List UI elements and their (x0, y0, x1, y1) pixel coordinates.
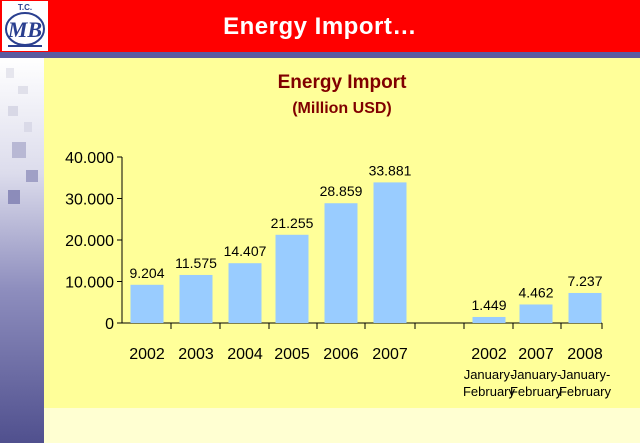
tcmb-logo-icon: T.C. MB (2, 1, 48, 51)
y-tick-label: 10.000 (65, 275, 114, 292)
slide-title: Energy Import… (223, 13, 417, 40)
bar-value-label: 1.449 (471, 297, 506, 313)
x-category-sublabel: February (463, 384, 516, 399)
bar (130, 284, 164, 323)
bar-value-label: 28.859 (320, 183, 363, 199)
y-tick-label: 0 (105, 316, 114, 333)
bar-value-label: 21.255 (271, 215, 314, 231)
footer-band (44, 408, 640, 443)
bar (568, 292, 602, 323)
chart-subtitle: (Million USD) (292, 100, 392, 117)
chart-title: Energy Import (277, 72, 407, 93)
bar (472, 316, 506, 323)
x-category-label: 2002 (471, 346, 507, 363)
x-category-sublabel: January- (511, 367, 562, 382)
bar (179, 274, 213, 323)
header-divider (0, 52, 640, 58)
logo-top-text: T.C. (18, 3, 32, 12)
bar (373, 182, 407, 323)
side-decoration-strip (0, 58, 44, 443)
bar (519, 304, 553, 323)
bar (275, 234, 309, 323)
x-category-label: 2007 (518, 346, 554, 363)
bar-value-label: 4.462 (518, 284, 553, 300)
x-category-sublabel: February (510, 384, 563, 399)
bar-value-label: 11.575 (175, 255, 217, 271)
bar-value-label: 9.204 (129, 265, 164, 281)
x-category-label: 2002 (129, 346, 165, 363)
bar-value-label: 14.407 (224, 243, 267, 259)
x-category-label: 2003 (178, 346, 214, 363)
y-tick-label: 20.000 (65, 233, 114, 250)
x-category-sublabel: January- (560, 367, 611, 382)
x-category-label: 2006 (323, 346, 359, 363)
y-tick-label: 30.000 (65, 192, 114, 209)
bar-value-label: 33.881 (369, 162, 412, 178)
bar (324, 203, 358, 323)
y-tick-label: 40.000 (65, 150, 114, 167)
x-category-label: 2005 (274, 346, 310, 363)
header-bar: T.C. MB Energy Import… (0, 0, 640, 52)
logo-letters: MB (7, 17, 42, 42)
x-category-sublabel: January- (464, 367, 515, 382)
x-category-sublabel: February (559, 384, 612, 399)
bar-value-label: 7.237 (567, 273, 602, 289)
x-category-label: 2007 (372, 346, 408, 363)
x-category-label: 2004 (227, 346, 263, 363)
x-category-label: 2008 (567, 346, 603, 363)
bar (228, 263, 262, 323)
